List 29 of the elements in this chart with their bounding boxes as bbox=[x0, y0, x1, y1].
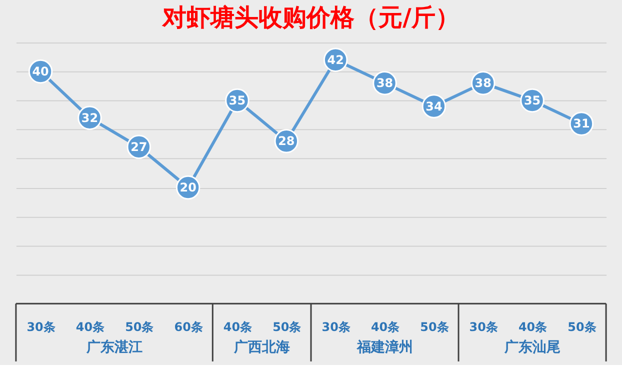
text: 广西北海 bbox=[232, 338, 290, 356]
x-tick-label: 50条 bbox=[568, 320, 596, 334]
data-label: 27 bbox=[130, 140, 148, 154]
text: 广东湛江 bbox=[85, 338, 142, 356]
x-tick-label: 50条 bbox=[420, 320, 449, 334]
x-tick-label: 40条 bbox=[76, 320, 105, 334]
chart-title: 对虾塘头收购价格（元/斤） bbox=[162, 4, 460, 32]
data-label: 20 bbox=[180, 180, 196, 195]
data-label: 28 bbox=[278, 134, 295, 148]
data-label: 35 bbox=[524, 93, 541, 108]
data-label: 42 bbox=[327, 52, 344, 67]
x-tick-label: 60条 bbox=[174, 320, 203, 334]
text: 广东汕尾 bbox=[503, 338, 560, 356]
data-label: 38 bbox=[376, 76, 394, 90]
x-tick-label: 40条 bbox=[518, 320, 548, 334]
data-label: 31 bbox=[573, 116, 590, 131]
x-tick-label: 40条 bbox=[223, 320, 252, 334]
x-tick-label: 40条 bbox=[370, 320, 400, 334]
x-tick-label: 50条 bbox=[125, 320, 154, 334]
data-label: 35 bbox=[228, 93, 246, 108]
data-label: 38 bbox=[474, 76, 492, 90]
x-tick-label: 30条 bbox=[26, 320, 56, 334]
x-tick-label: 30条 bbox=[469, 320, 498, 334]
x-tick-label: 50条 bbox=[272, 320, 302, 334]
text: 福建漳州 bbox=[356, 338, 413, 356]
data-label: 40 bbox=[32, 64, 49, 78]
data-label: 32 bbox=[81, 110, 98, 125]
data-label: 34 bbox=[426, 99, 442, 114]
x-tick-label: 30条 bbox=[322, 320, 350, 334]
